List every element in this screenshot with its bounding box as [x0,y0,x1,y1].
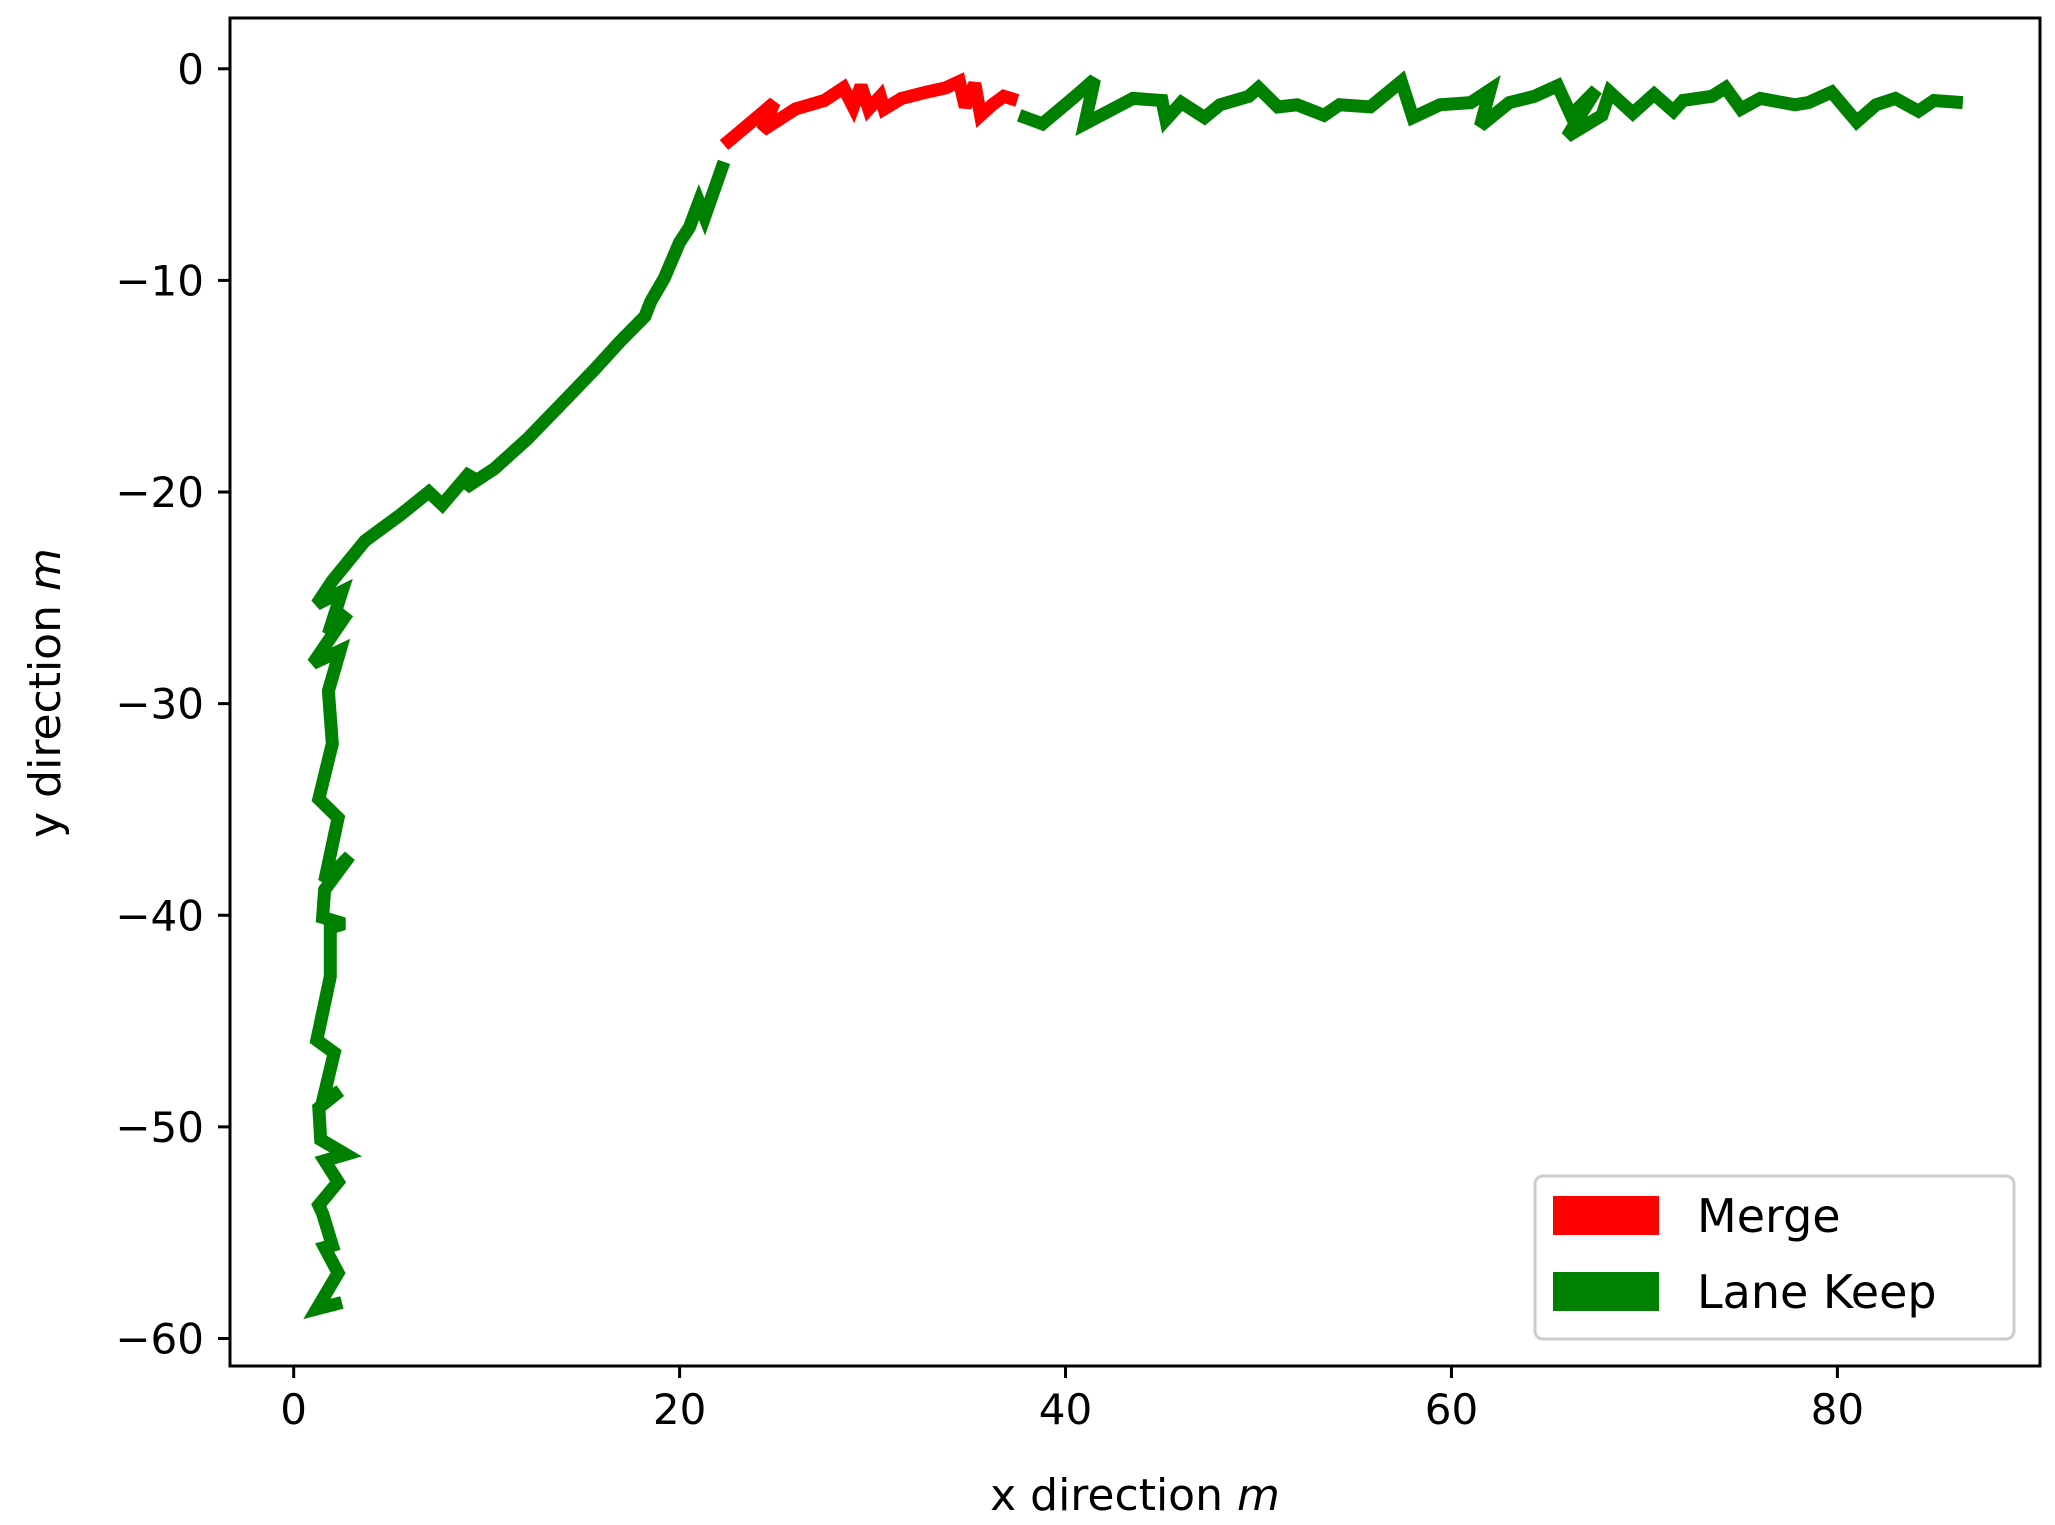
x-tick-label: 20 [653,1385,706,1434]
x-axis-label: x direction m [990,1470,1280,1521]
y-tick-label: 0 [177,45,204,94]
y-tick-label: −30 [115,680,204,729]
legend-swatch-merge [1553,1196,1659,1235]
y-tick-label: −40 [115,891,204,940]
series-line-merge-1 [719,72,1020,150]
plot-frame [228,16,2042,1368]
legend-label-merge: Merge [1697,1189,1841,1243]
series-line-lane-keep-0 [303,159,731,1320]
x-tick-label: 80 [1811,1385,1864,1434]
x-tick-label: 40 [1039,1385,1092,1434]
x-tick-label: 60 [1425,1385,1478,1434]
y-tick-label: −20 [115,468,204,517]
x-axis-ticks: 0 20 40 60 80 [280,1366,1864,1434]
y-axis-ticks: 0 −10 −20 −30 −40 −50 −60 [115,45,230,1363]
legend: Merge Lane Keep [1533,1174,2016,1341]
legend-swatch-lane-keep [1553,1272,1659,1311]
plot-lines [303,70,1964,1320]
y-tick-label: −60 [115,1314,204,1363]
y-tick-label: −50 [115,1103,204,1152]
legend-label-lane-keep: Lane Keep [1697,1265,1937,1319]
y-axis-label: y direction m [20,548,71,838]
x-tick-label: 0 [280,1385,307,1434]
y-tick-label: −10 [115,256,204,305]
series-line-lane-keep-2 [1016,70,1964,143]
